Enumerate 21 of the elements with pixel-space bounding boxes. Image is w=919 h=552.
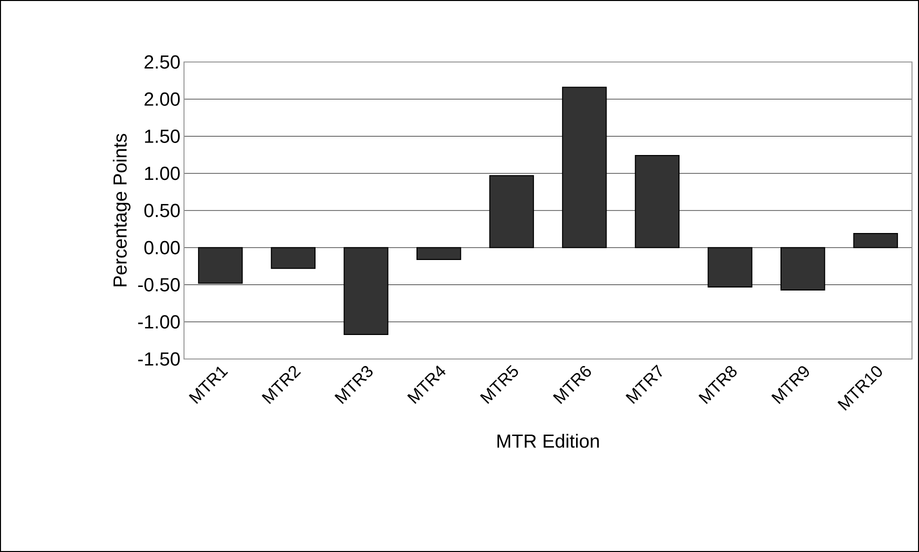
y-axis-title: Percentage Points: [112, 134, 130, 286]
y-tick-label: 2.00: [144, 92, 180, 106]
bar: [853, 233, 898, 248]
y-tick-label: -1.00: [138, 315, 180, 329]
y-tick-label: 1.50: [145, 130, 180, 143]
y-tick-label: -1.50: [138, 352, 180, 366]
bar: [270, 247, 316, 269]
bar: [562, 86, 607, 248]
y-tick-label: -0.50: [138, 278, 180, 292]
y-tick-label: 0.00: [144, 240, 180, 254]
y-tick-label: 0.50: [144, 204, 180, 218]
y-tick-label: 2.50: [144, 55, 180, 69]
bar: [634, 155, 680, 248]
bar: [198, 247, 243, 284]
bar: [344, 247, 388, 335]
bar: [489, 175, 534, 248]
bar: [416, 247, 462, 260]
bar: [780, 247, 826, 290]
bar: [708, 247, 752, 288]
y-tick-label: 1.00: [145, 166, 180, 180]
x-axis-title: MTR Edition: [497, 434, 599, 448]
